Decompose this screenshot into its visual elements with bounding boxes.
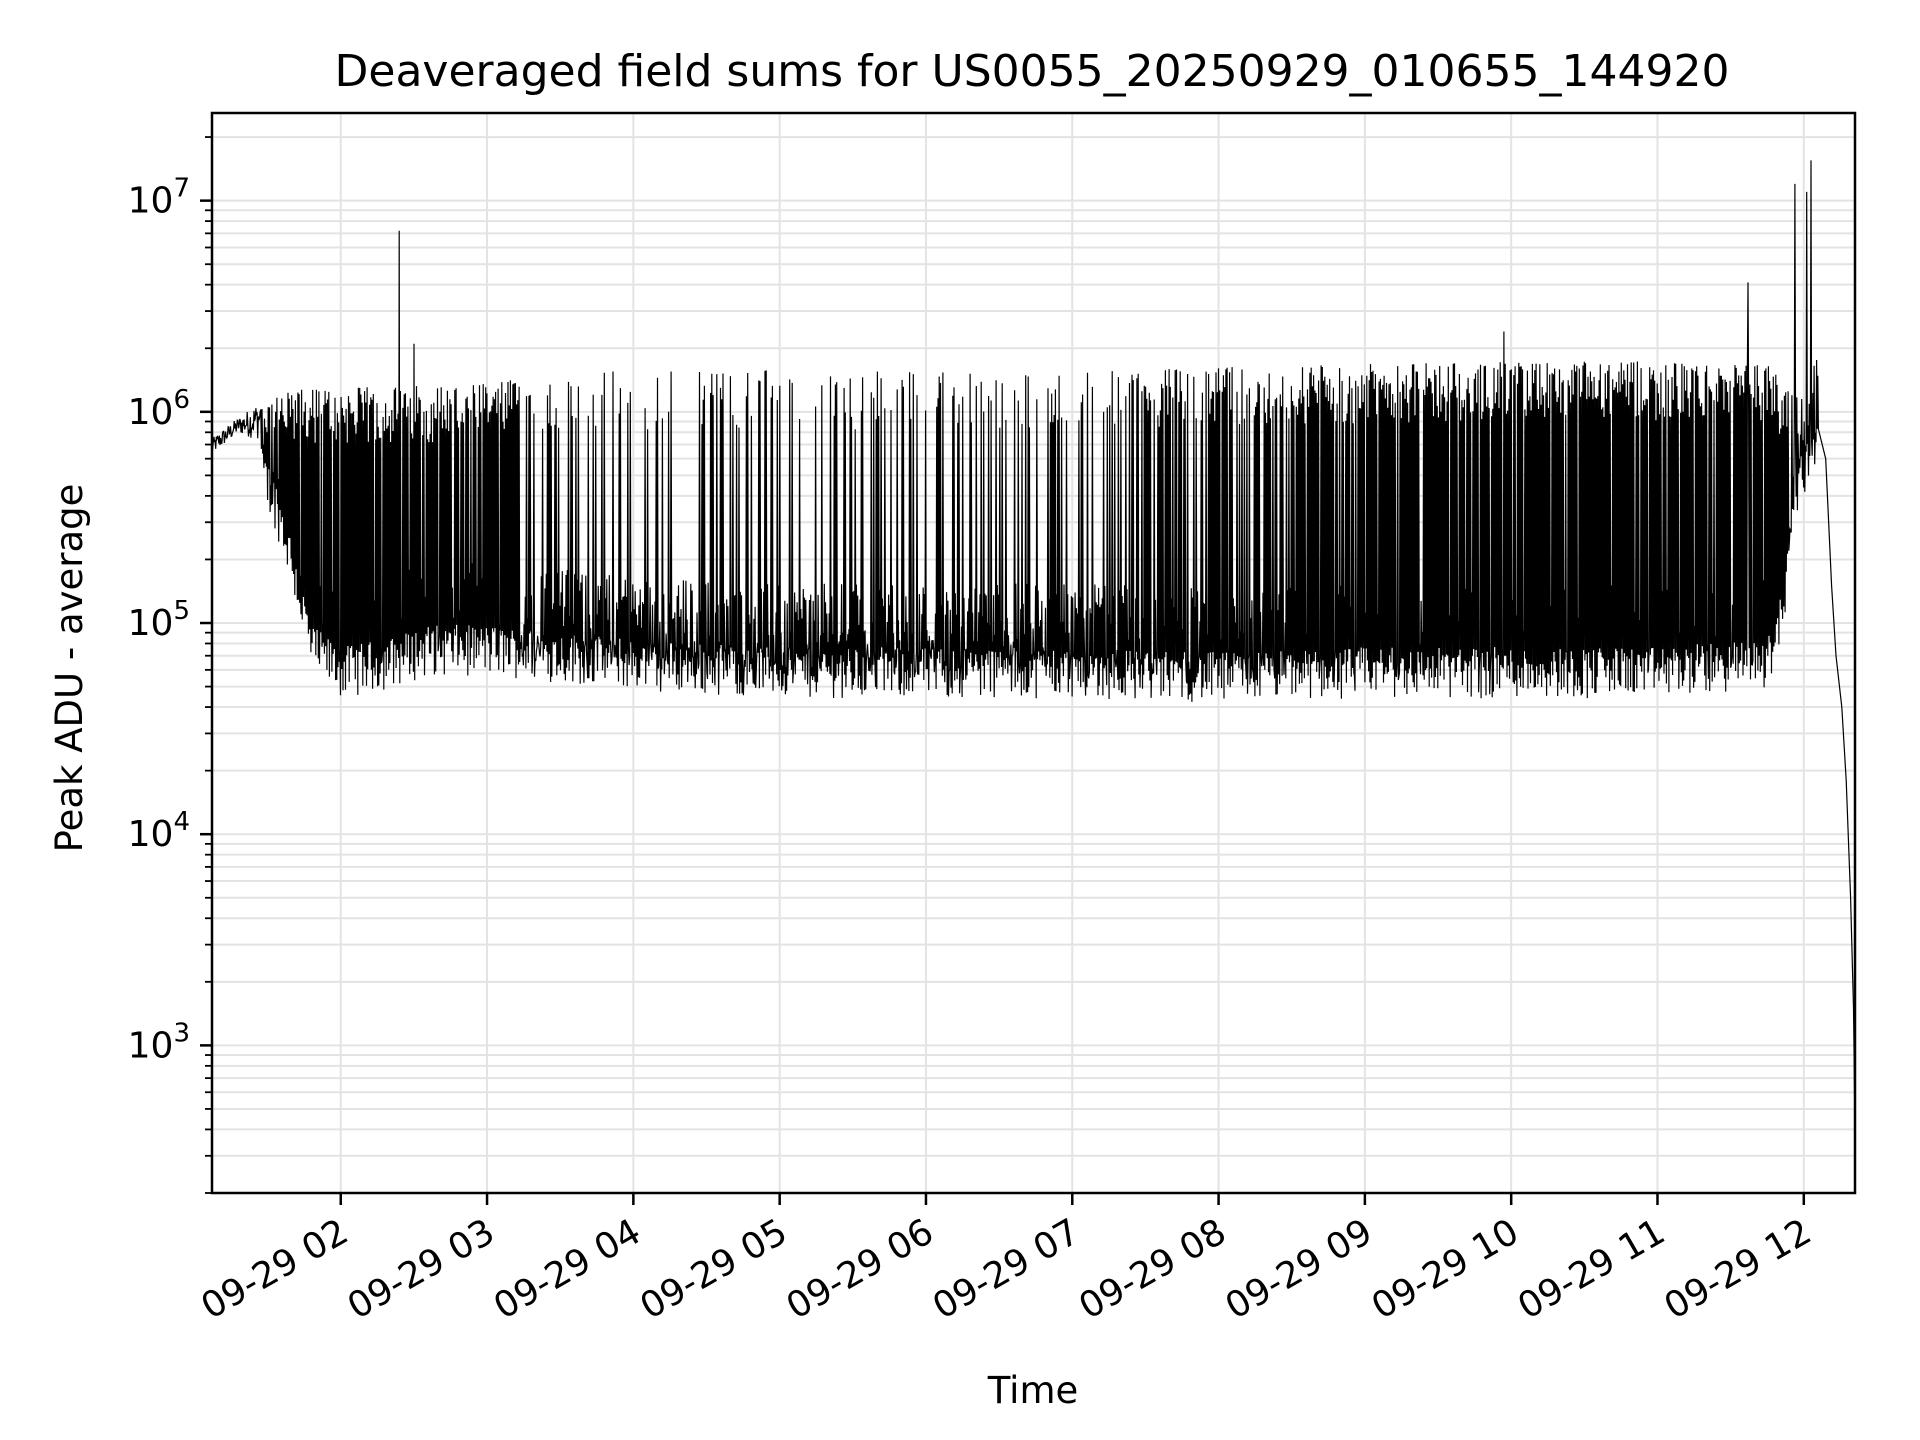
y-tick-label: 106 — [128, 385, 190, 433]
x-tick-label: 09-29 04 — [487, 1211, 648, 1327]
x-tick-label: 09-29 08 — [1072, 1211, 1233, 1327]
series-polyline — [211, 160, 1856, 1130]
axes-border — [210, 111, 1857, 1195]
chart-title: Deaveraged field sums for US0055_2025092… — [335, 46, 1730, 97]
x-tick-label: 09-29 09 — [1219, 1211, 1380, 1327]
x-tick-label: 09-29 12 — [1658, 1211, 1819, 1327]
x-tick-label: 09-29 07 — [926, 1211, 1087, 1327]
plot-frame — [210, 111, 1857, 1195]
y-tick-label: 104 — [128, 807, 190, 855]
y-tick-label: 103 — [128, 1018, 190, 1066]
x-axis-label: Time — [987, 1369, 1079, 1412]
x-tick-label: 09-29 06 — [780, 1211, 941, 1327]
y-tick-label: 105 — [128, 596, 190, 644]
x-tick-label: 09-29 10 — [1365, 1211, 1526, 1327]
x-tick-label: 09-29 05 — [633, 1211, 794, 1327]
x-tick-label: 09-29 11 — [1511, 1211, 1672, 1327]
y-axis-ticks: 103 104 105 106 107 — [128, 136, 212, 1194]
y-tick-label: 107 — [128, 174, 190, 222]
x-tick-label: 09-29 02 — [195, 1211, 356, 1327]
series-line — [211, 160, 1856, 1130]
y-axis-label: Peak ADU - average — [48, 484, 91, 853]
x-tick-label: 09-29 03 — [341, 1211, 502, 1327]
